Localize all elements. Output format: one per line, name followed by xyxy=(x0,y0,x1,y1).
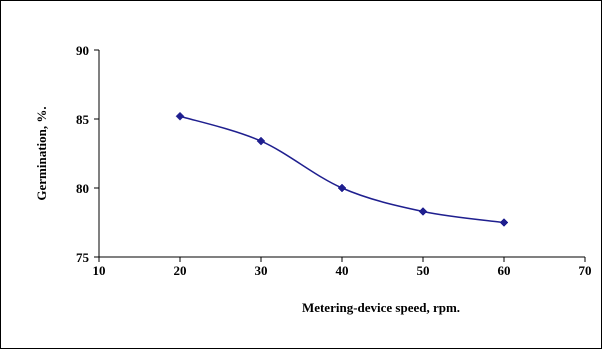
x-tick-label: 70 xyxy=(579,263,592,278)
y-tick-label: 75 xyxy=(76,250,90,265)
axes xyxy=(98,50,585,258)
x-tick-label: 20 xyxy=(174,263,187,278)
x-tick-label: 50 xyxy=(417,263,430,278)
data-point-marker xyxy=(256,136,266,146)
series-line xyxy=(179,115,505,224)
x-axis-title: Metering-device speed, rpm. xyxy=(302,300,460,315)
x-tick-label: 10 xyxy=(93,263,106,278)
data-point-marker xyxy=(418,207,428,216)
x-ticks: 10 20 30 40 50 60 70 xyxy=(93,257,592,278)
y-axis-title: Germination, %. xyxy=(34,106,49,200)
y-ticks: 75 80 85 90 xyxy=(76,43,99,265)
data-point-marker xyxy=(337,183,347,193)
y-tick-label: 90 xyxy=(76,43,89,58)
x-tick-label: 30 xyxy=(255,263,268,278)
x-tick-label: 60 xyxy=(498,263,511,278)
x-tick-label: 40 xyxy=(336,263,349,278)
y-tick-label: 85 xyxy=(76,112,90,127)
data-point-marker xyxy=(499,218,509,227)
data-point-marker xyxy=(175,111,185,121)
y-tick-label: 80 xyxy=(76,181,89,196)
series-group xyxy=(175,111,509,227)
